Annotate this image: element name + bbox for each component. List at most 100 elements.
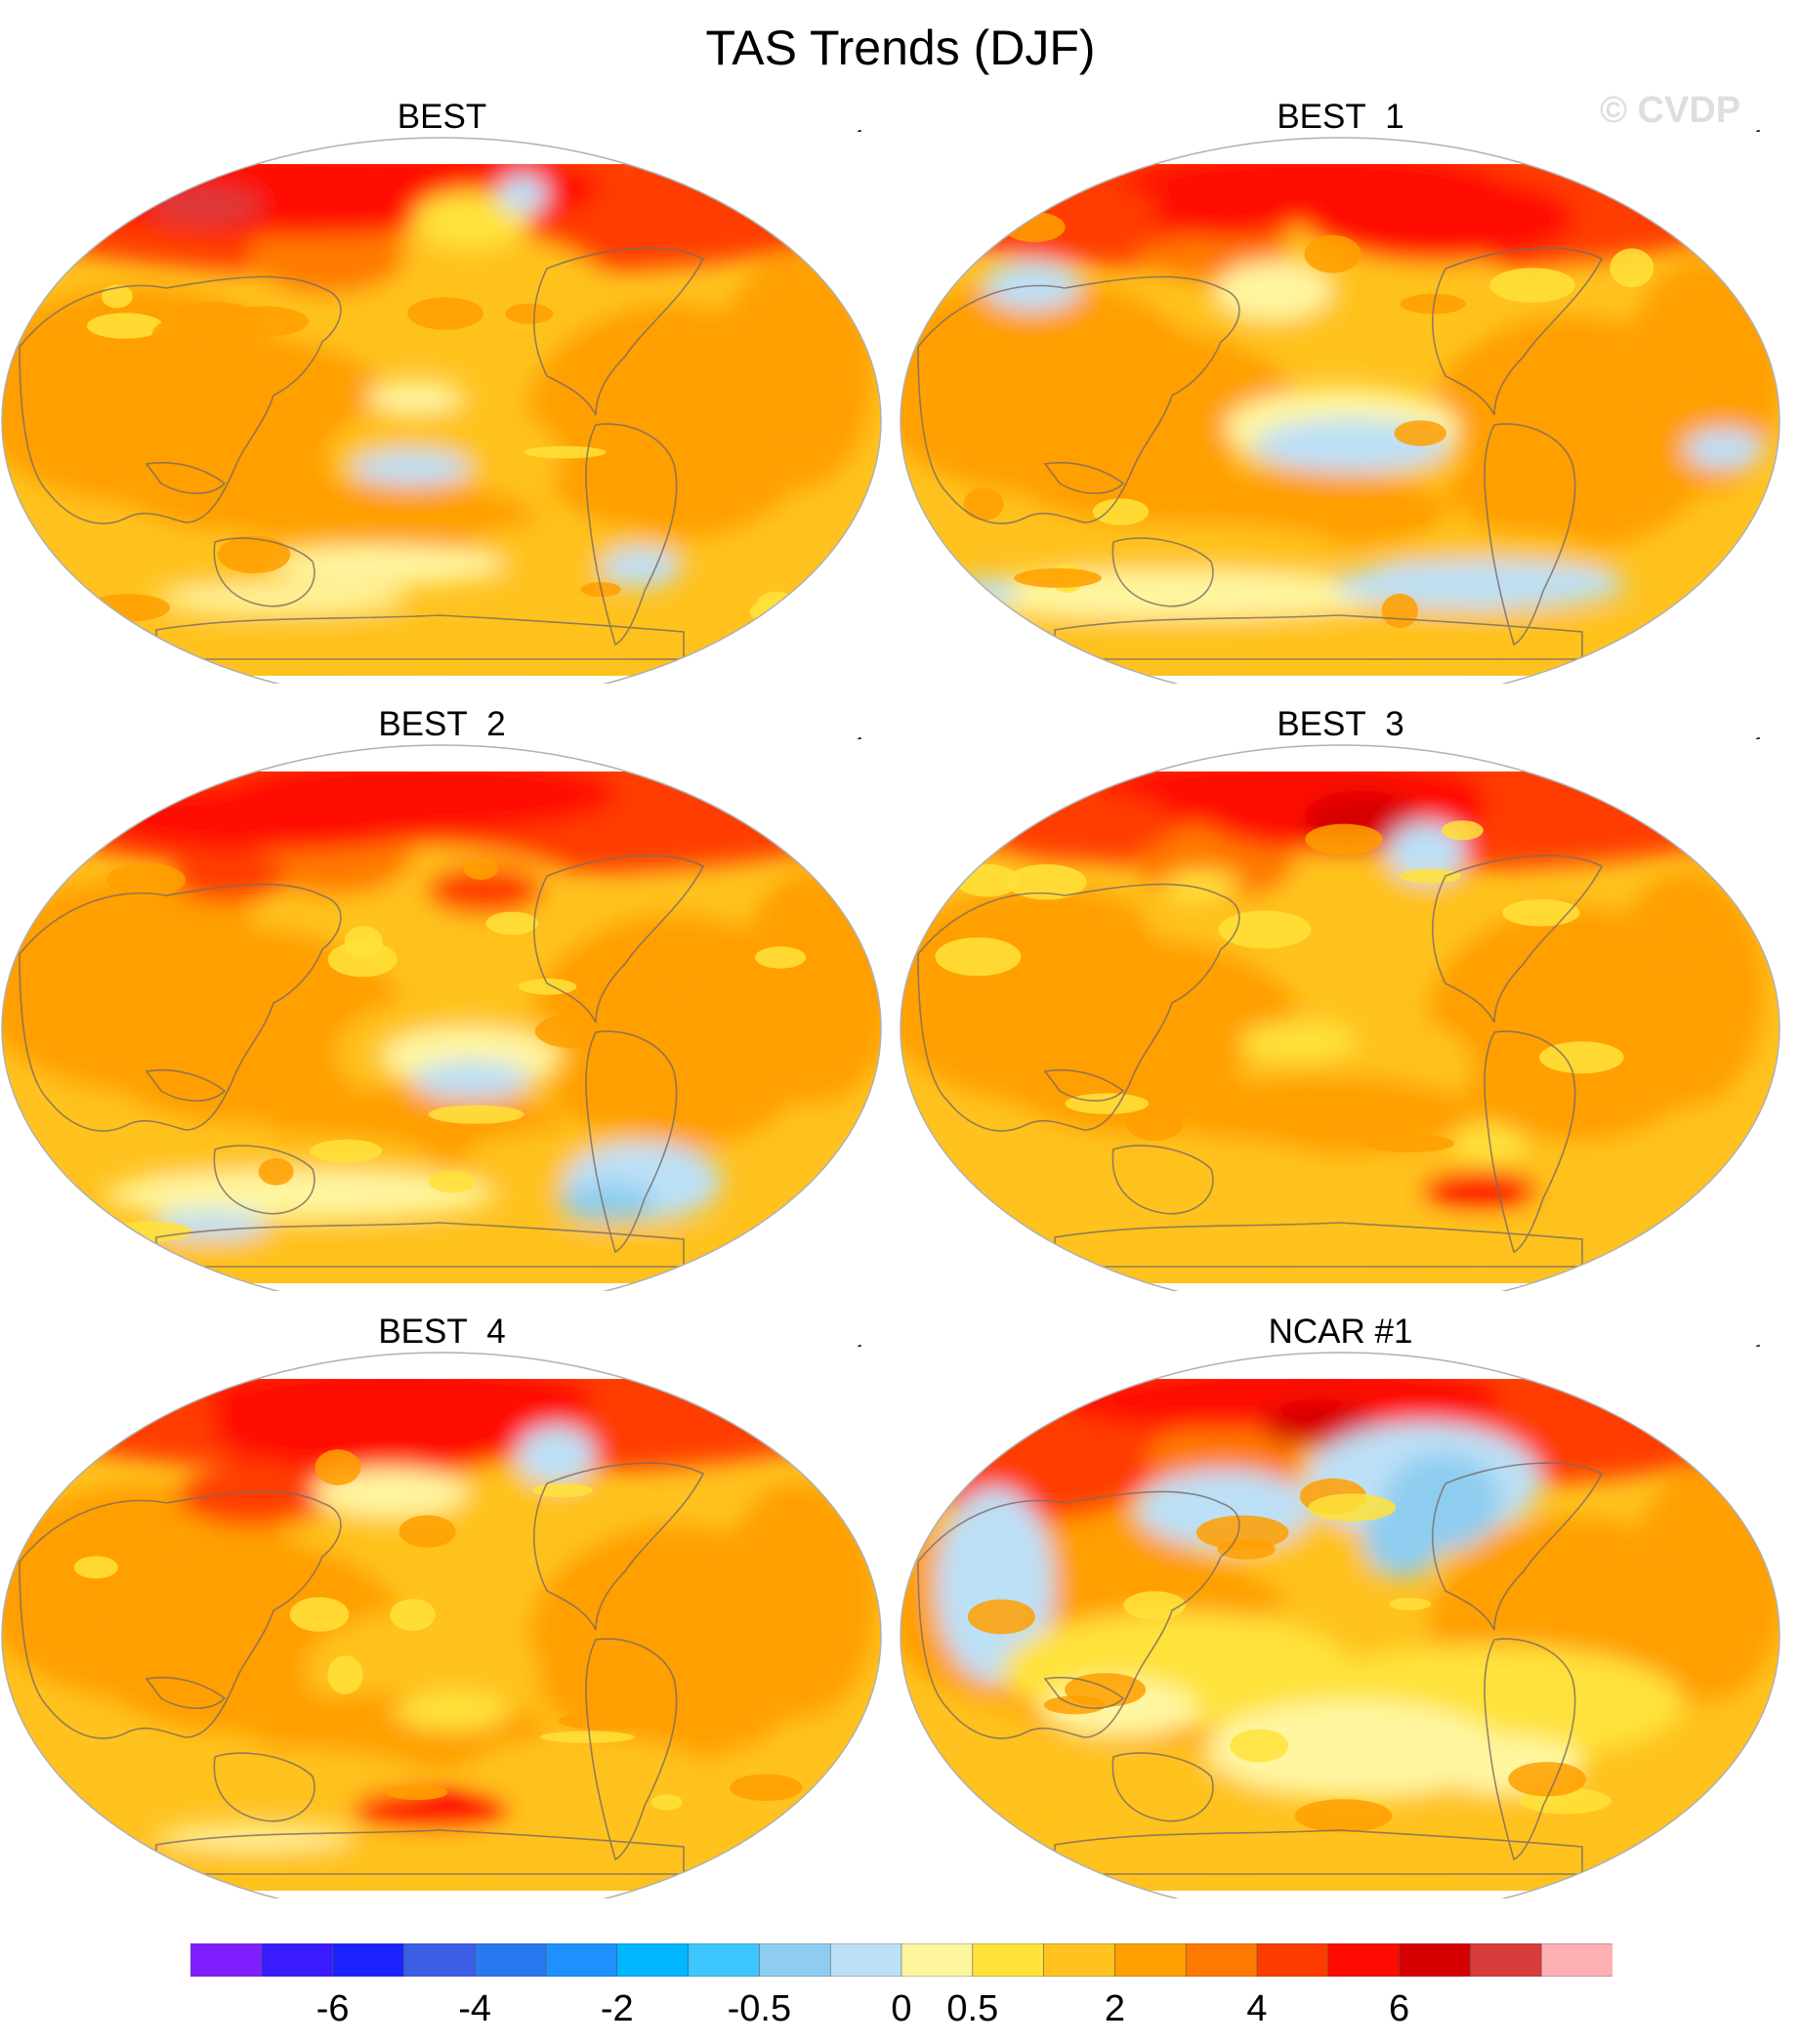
land-outline <box>1484 1030 1576 1254</box>
land-outline <box>585 1030 678 1254</box>
land-outline <box>19 883 342 1132</box>
colorbar-box <box>1043 1943 1116 1977</box>
map-frame <box>1 744 882 1291</box>
land-outline <box>155 614 685 660</box>
trend-blob <box>146 186 264 226</box>
trend-blob <box>63 616 806 676</box>
trend-patch <box>1608 1550 1681 1565</box>
trend-blob <box>1179 1075 1473 1154</box>
trend-patch <box>76 1584 150 1623</box>
trend-patch <box>1014 567 1102 588</box>
trend-blob <box>171 853 289 902</box>
trend-field <box>2 138 881 684</box>
colorbar-box <box>688 1943 761 1977</box>
trend-blob <box>96 783 448 853</box>
panel-title: BEST_3 <box>1277 705 1404 743</box>
world-map <box>899 1347 1782 1898</box>
colorbar-box <box>759 1943 832 1977</box>
land-outline <box>1484 423 1576 647</box>
world-map <box>0 1347 884 1898</box>
trend-patch <box>258 1157 294 1186</box>
trend-patch <box>1644 936 1719 968</box>
colorbar-box <box>972 1943 1045 1977</box>
trend-patch <box>106 862 186 897</box>
trend-blob <box>394 1691 512 1731</box>
land-outline <box>1432 247 1604 416</box>
trend-patch <box>1006 864 1087 900</box>
trend-blob <box>1151 181 1308 240</box>
trend-patch <box>539 1731 635 1743</box>
world-map <box>899 739 1782 1291</box>
panel-title: BEST <box>397 98 487 136</box>
trend-patch <box>73 1556 118 1579</box>
land-outline <box>1043 1676 1125 1709</box>
trend-patch <box>963 487 1004 521</box>
figure-title: TAS Trends (DJF) <box>705 21 1096 75</box>
trend-patch <box>1304 234 1361 273</box>
trend-patch <box>1126 1105 1184 1142</box>
trend-blob <box>1383 1453 1501 1552</box>
trend-blob <box>974 939 1307 1135</box>
trend-blob <box>156 1825 353 1850</box>
trend-blob <box>1037 1137 1331 1196</box>
land-outline <box>917 883 1240 1132</box>
trend-patch <box>217 535 291 574</box>
bottom-mask <box>0 1283 884 1291</box>
trend-blob <box>975 327 1308 523</box>
trend-patch <box>504 303 554 324</box>
land-outline <box>145 461 227 494</box>
trend-blob <box>1685 429 1764 469</box>
trend-patch <box>463 856 499 880</box>
land-outline <box>19 275 342 524</box>
trend-blob <box>1048 522 1342 582</box>
trend-patch <box>1195 1515 1289 1550</box>
panel-title: BEST_1 <box>1277 98 1404 136</box>
bottom-mask <box>0 676 884 684</box>
trend-blob <box>412 190 530 250</box>
bottom-mask <box>0 1891 884 1898</box>
trend-patch <box>534 1014 614 1049</box>
top-mask <box>0 1347 884 1379</box>
trend-patch <box>106 1221 192 1242</box>
trend-blob <box>468 1735 703 1805</box>
land-outline <box>585 423 678 647</box>
land-outline <box>1111 1145 1214 1215</box>
land-outline <box>155 1829 685 1875</box>
trend-blob <box>969 607 1712 667</box>
land-outline <box>155 1222 685 1268</box>
trend-patch <box>1381 593 1418 629</box>
trend-blob <box>270 545 505 585</box>
trend-blob <box>1387 821 1466 881</box>
top-mask <box>0 739 884 772</box>
trend-blob <box>983 1216 1726 1275</box>
colorbar-label: 6 <box>1389 1988 1410 2029</box>
trend-patch <box>1538 1041 1624 1074</box>
trend-blob <box>1239 1021 1358 1061</box>
colorbar-label: 4 <box>1246 1988 1268 2029</box>
colorbar-box <box>1256 1943 1329 1977</box>
panel-title: BEST_4 <box>378 1313 506 1351</box>
colorbar-box <box>545 1943 618 1977</box>
map-frame <box>1 1352 882 1898</box>
trend-patch <box>1308 1493 1397 1522</box>
land-outline <box>1043 1068 1125 1102</box>
colorbar-box <box>1540 1943 1613 1977</box>
trend-blob <box>1206 1700 1500 1799</box>
trend-blob <box>366 381 465 413</box>
land-outline <box>1054 1829 1583 1875</box>
trend-blob <box>352 450 470 486</box>
trend-blob <box>980 791 1176 860</box>
trend-patch <box>289 1597 350 1632</box>
map-panel-6: NCAR #1 1950-2005 C 56yr-1 <box>899 1313 1782 1898</box>
trend-patch <box>86 313 164 339</box>
trend-patch <box>1400 293 1467 314</box>
trend-blob <box>1629 1466 1780 1701</box>
trend-patch <box>1441 820 1484 841</box>
colorbar-box <box>616 1943 690 1977</box>
trend-patch <box>485 911 539 936</box>
world-map <box>899 132 1782 684</box>
trend-blob <box>75 927 408 1123</box>
land-outline <box>917 1490 1240 1739</box>
trend-patch <box>429 1170 477 1193</box>
map-frame <box>900 1352 1780 1898</box>
